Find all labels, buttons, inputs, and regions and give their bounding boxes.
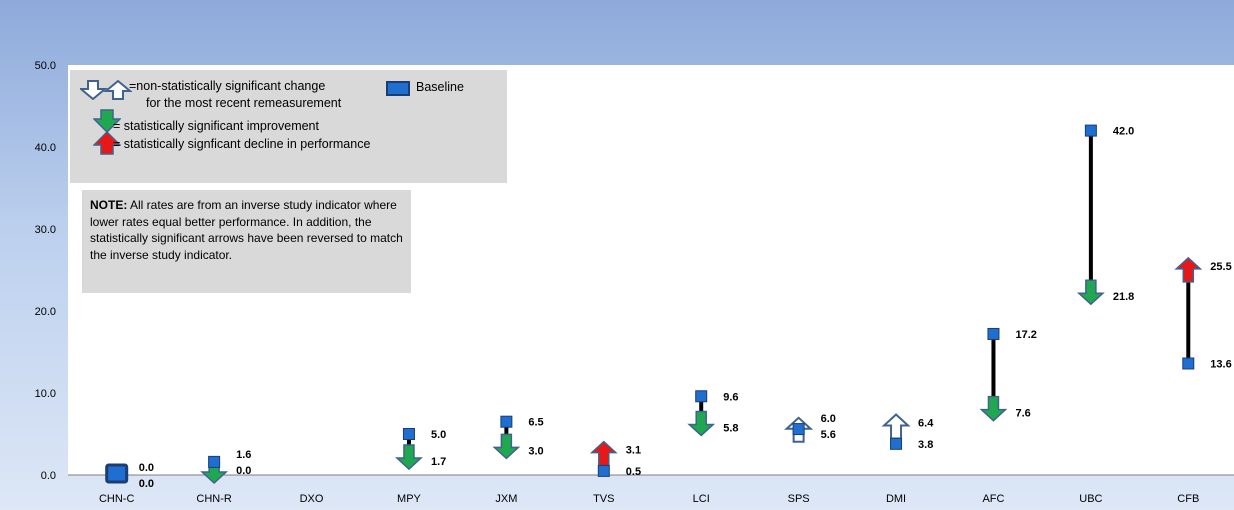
legend-nonsig-label-line1: =non-statistically significant change (129, 79, 326, 93)
remeasurement-data-label: 7.6 (1015, 408, 1030, 420)
y-tick-label: 50.0 (35, 60, 56, 72)
baseline-data-label: 5.0 (431, 429, 446, 441)
improvement-arrow (687, 410, 716, 437)
remeasurement-data-label: 25.5 (1210, 261, 1231, 273)
x-tick-label: TVS (593, 493, 614, 505)
x-tick-label: CFB (1177, 493, 1199, 505)
nonsig-arrows-legend-icon (80, 79, 132, 100)
remeasurement-data-label: 6.0 (821, 413, 836, 425)
category-group: 1.60.0 (200, 449, 251, 485)
decline-arrow (1174, 256, 1203, 283)
remeasurement-data-label: 0.0 (236, 465, 251, 477)
nonsig-down-arrow-icon (80, 80, 108, 100)
baseline-marker (792, 423, 805, 436)
note-box: NOTE: All rates are from an inverse stud… (82, 190, 411, 293)
legend-improvement-label: = statistically significant improvement (113, 119, 319, 133)
x-tick-label: SPS (788, 493, 810, 505)
y-tick-label: 10.0 (35, 388, 56, 400)
baseline-legend-icon (386, 81, 410, 96)
baseline-marker (402, 428, 415, 440)
x-tick-label: JXM (495, 493, 517, 505)
x-tick-label: CHN-R (196, 493, 231, 505)
legend: =non-statistically significant change fo… (70, 70, 507, 183)
category-group: 3.8 6.4 (881, 413, 934, 451)
legend-baseline-label: Baseline (416, 80, 464, 94)
decline-arrow-legend-icon (93, 130, 121, 155)
improvement-arrow (395, 444, 423, 471)
note-text: All rates are from an inverse study indi… (90, 198, 403, 262)
category-group: 13.6 25.5 (1174, 256, 1232, 370)
x-tick-label: DXO (300, 493, 324, 505)
remeasurement-data-label: 21.8 (1113, 291, 1134, 303)
x-tick-label: MPY (397, 493, 422, 505)
y-tick-label: 30.0 (35, 224, 56, 236)
category-group: 5.0 1.7 (395, 428, 446, 471)
remeasurement-data-label: 3.1 (626, 445, 641, 457)
baseline-data-label: 5.6 (821, 429, 836, 441)
baseline-data-label: 9.6 (723, 391, 738, 403)
baseline-marker (105, 463, 129, 484)
x-tick-label: DMI (886, 493, 906, 505)
category-group: 9.6 5.8 (687, 390, 739, 437)
category-group: 0.5 3.1 (589, 440, 641, 478)
x-tick-label: UBC (1079, 493, 1102, 505)
category-group: 0.00.0 (105, 462, 154, 490)
baseline-marker (890, 437, 903, 450)
y-tick-label: 20.0 (35, 306, 56, 318)
category-group: 6.5 3.0 (492, 415, 544, 460)
baseline-marker (1182, 357, 1195, 370)
baseline-data-label: 17.2 (1015, 329, 1036, 341)
baseline-marker (1084, 124, 1097, 137)
decline-arrow (589, 440, 618, 467)
y-tick-label: 40.0 (35, 142, 56, 154)
baseline-data-label: 6.5 (528, 417, 543, 429)
improvement-arrow-legend-icon (93, 109, 121, 134)
improvement-arrow (979, 395, 1008, 422)
baseline-data-label: 0.0 (139, 462, 154, 474)
remeasurement-data-label: 0.0 (139, 478, 154, 490)
baseline-data-label: 0.5 (626, 466, 641, 478)
x-tick-label: AFC (982, 493, 1004, 505)
x-tick-label: LCI (693, 493, 710, 505)
category-group: 42.0 21.8 (1076, 124, 1134, 306)
category-group: 17.2 7.6 (979, 327, 1037, 422)
category-group: 5.66.0 (784, 413, 836, 443)
remeasurement-data-label: 1.7 (431, 456, 446, 468)
x-tick-label: CHN-C (99, 493, 134, 505)
remeasurement-data-label: 6.4 (918, 418, 934, 430)
remeasurement-data-label: 5.8 (723, 422, 738, 434)
baseline-marker (987, 327, 1000, 340)
baseline-data-label: 13.6 (1210, 358, 1231, 370)
baseline-marker (500, 415, 513, 428)
baseline-marker (208, 455, 221, 468)
y-tick-label: 0.0 (41, 470, 56, 482)
baseline-marker (695, 390, 708, 403)
baseline-marker (597, 464, 610, 477)
nonsig-up-arrow-icon (103, 79, 132, 100)
improvement-arrow (1076, 279, 1105, 306)
nonsig-arrow (881, 413, 911, 440)
remeasurement-data-label: 3.0 (528, 445, 543, 457)
baseline-data-label: 1.6 (236, 449, 251, 461)
legend-nonsig-label-line2: for the most recent remeasurement (146, 96, 342, 110)
baseline-data-label: 42.0 (1113, 126, 1134, 138)
legend-decline-label: = statistically signficant decline in pe… (113, 137, 371, 151)
baseline-data-label: 3.8 (918, 439, 933, 451)
note-label: NOTE: (90, 198, 128, 212)
improvement-arrow (492, 433, 521, 460)
